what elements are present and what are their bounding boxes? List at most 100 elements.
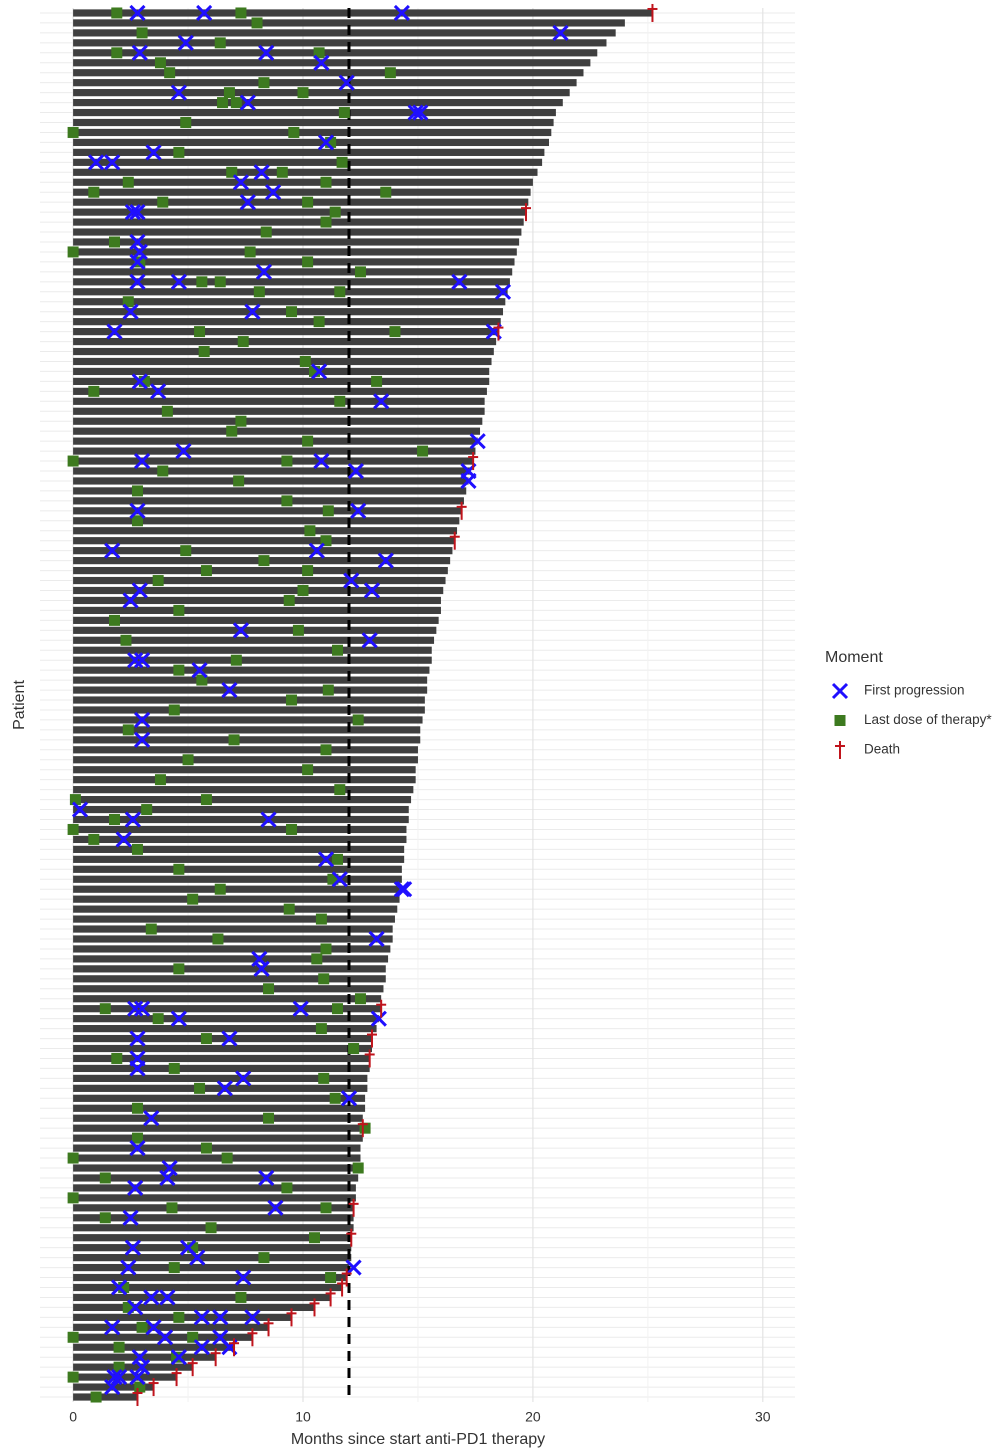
marks bbox=[67, 3, 658, 1407]
square bbox=[67, 823, 79, 835]
x-stroke bbox=[134, 711, 151, 728]
square bbox=[226, 166, 238, 178]
bar bbox=[73, 407, 485, 415]
x-stroke bbox=[150, 383, 167, 400]
marker-square bbox=[263, 1112, 275, 1124]
square bbox=[223, 87, 235, 99]
marker-square bbox=[118, 1281, 130, 1293]
marker-square bbox=[331, 644, 343, 656]
marker-x bbox=[255, 263, 272, 280]
marker-square bbox=[196, 276, 208, 288]
square bbox=[108, 236, 120, 248]
x-stroke bbox=[189, 1249, 206, 1266]
bar bbox=[73, 646, 432, 654]
marker-x bbox=[175, 443, 192, 460]
square bbox=[320, 535, 332, 547]
bar bbox=[73, 1074, 368, 1082]
x-stroke bbox=[161, 1159, 178, 1177]
marker-x bbox=[129, 204, 146, 221]
square bbox=[302, 435, 314, 447]
x-tick-label: 30 bbox=[755, 1409, 771, 1425]
x-stroke bbox=[255, 263, 272, 280]
x-stroke bbox=[134, 452, 151, 470]
bar bbox=[73, 1084, 368, 1092]
x-stroke bbox=[177, 34, 194, 51]
marker-square bbox=[354, 266, 366, 278]
marker-dagger bbox=[171, 1368, 182, 1387]
x-stroke bbox=[313, 54, 330, 71]
square bbox=[331, 853, 343, 865]
x-stroke bbox=[317, 134, 335, 151]
marker-square bbox=[168, 1062, 180, 1074]
x-stroke bbox=[104, 1319, 121, 1336]
x-stroke bbox=[127, 1179, 144, 1196]
bar bbox=[73, 945, 391, 953]
x-stroke bbox=[338, 74, 355, 91]
square bbox=[134, 1381, 146, 1393]
marker-square bbox=[302, 196, 314, 208]
x-stroke bbox=[343, 572, 360, 589]
square bbox=[67, 1192, 79, 1204]
bar bbox=[73, 198, 529, 206]
square bbox=[67, 126, 79, 138]
marker-square bbox=[187, 893, 199, 905]
square bbox=[283, 594, 295, 606]
square bbox=[88, 385, 100, 397]
square bbox=[286, 694, 298, 706]
square bbox=[297, 87, 309, 99]
marker-dagger bbox=[247, 1328, 258, 1347]
x-stroke bbox=[260, 811, 277, 828]
x-stroke bbox=[345, 1259, 362, 1276]
square bbox=[166, 1202, 178, 1214]
marker-square bbox=[354, 993, 366, 1005]
bar bbox=[73, 766, 416, 774]
bar bbox=[73, 885, 400, 893]
square bbox=[168, 1262, 180, 1274]
marker-x bbox=[232, 174, 249, 191]
square bbox=[67, 246, 79, 258]
bar bbox=[73, 786, 414, 794]
marker-x bbox=[212, 1309, 229, 1326]
square bbox=[67, 1371, 79, 1383]
bar bbox=[73, 1025, 377, 1033]
bar bbox=[73, 1194, 356, 1202]
square bbox=[237, 336, 249, 348]
marker-x bbox=[260, 811, 277, 828]
x-stroke bbox=[239, 194, 256, 211]
bar bbox=[73, 367, 490, 376]
marker-square bbox=[67, 1371, 79, 1383]
square bbox=[228, 734, 240, 746]
x-stroke bbox=[129, 1140, 146, 1157]
bar bbox=[73, 417, 483, 425]
square bbox=[217, 97, 229, 109]
x-stroke bbox=[232, 174, 249, 191]
bar bbox=[73, 566, 448, 575]
marker-square bbox=[327, 873, 339, 885]
marker-x bbox=[317, 851, 335, 868]
x-stroke bbox=[129, 4, 146, 22]
marker-square bbox=[318, 1072, 330, 1084]
square bbox=[352, 714, 364, 726]
x-stroke bbox=[127, 1299, 144, 1316]
square bbox=[302, 764, 314, 776]
bar bbox=[73, 1064, 370, 1073]
square bbox=[276, 166, 288, 178]
square bbox=[331, 1003, 343, 1015]
marker-square bbox=[134, 256, 146, 268]
square bbox=[154, 57, 166, 69]
square bbox=[320, 176, 332, 188]
marker-square bbox=[286, 694, 298, 706]
bar bbox=[73, 805, 409, 814]
bar bbox=[73, 925, 393, 933]
marker-square bbox=[286, 823, 298, 835]
bar bbox=[73, 1184, 356, 1192]
marker-square bbox=[263, 983, 275, 995]
marker-square bbox=[138, 375, 150, 387]
square bbox=[281, 495, 293, 507]
marker-x bbox=[129, 502, 146, 519]
marker-square bbox=[131, 1132, 143, 1144]
marker-square bbox=[180, 117, 192, 129]
square bbox=[315, 913, 327, 925]
marker-square bbox=[122, 296, 134, 308]
marker-square bbox=[173, 963, 185, 975]
